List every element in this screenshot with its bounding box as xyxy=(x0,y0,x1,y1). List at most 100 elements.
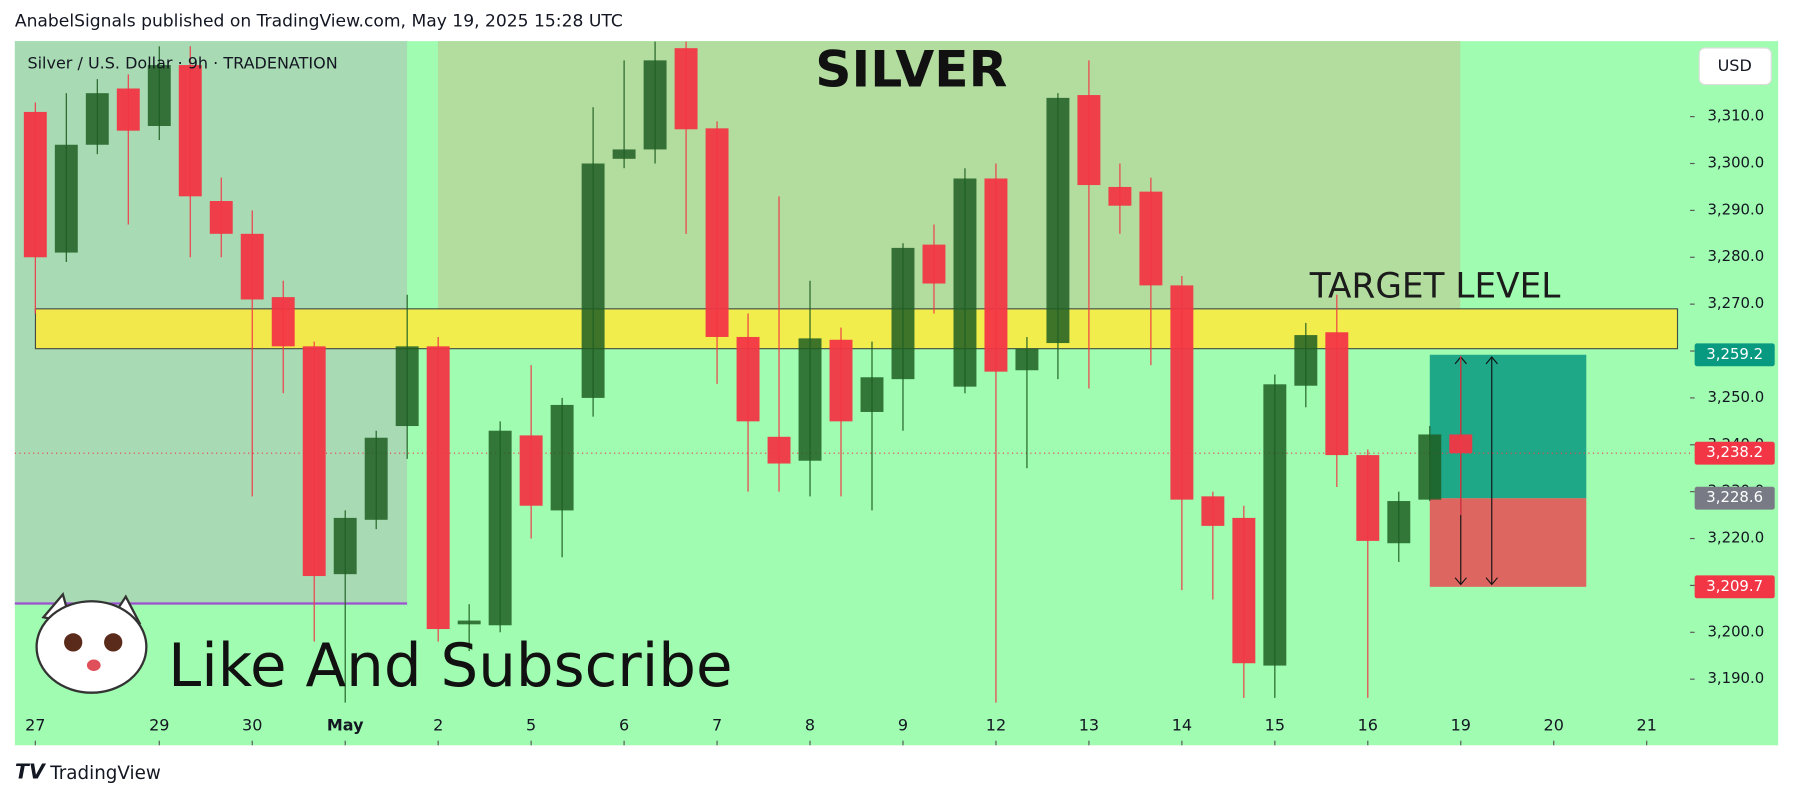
target-label: TARGET LEVEL xyxy=(1309,267,1561,307)
target-zone xyxy=(34,308,1679,350)
y-tick-label: 3,300.0 xyxy=(1707,154,1764,172)
candle-body xyxy=(1077,95,1101,186)
x-tick-label: 14 xyxy=(1172,715,1192,734)
candle-body xyxy=(829,339,853,422)
cat-eye xyxy=(64,633,83,652)
x-tick-label: 15 xyxy=(1265,715,1285,734)
x-tick-label: 13 xyxy=(1079,715,1099,734)
candle-body xyxy=(426,346,450,630)
candle-body xyxy=(302,346,326,577)
arrow-head xyxy=(1485,356,1498,365)
candle-body xyxy=(953,178,977,387)
candle-body xyxy=(1263,384,1287,666)
candle-body xyxy=(643,60,667,150)
y-tick-label: 3,250.0 xyxy=(1707,388,1764,406)
middle-shade xyxy=(437,41,1461,309)
candle-body xyxy=(767,436,791,464)
candle-body xyxy=(271,297,295,347)
arrow-head xyxy=(1485,577,1498,586)
candle-body xyxy=(1356,455,1380,541)
candle-body xyxy=(1139,191,1163,286)
y-tick-label: 3,280.0 xyxy=(1707,247,1764,265)
cat-mouth xyxy=(86,659,101,671)
candle-body xyxy=(1449,434,1473,454)
candle-body xyxy=(1170,285,1194,500)
marks: TARGET LEVEL xyxy=(14,41,1693,703)
candle-body xyxy=(1015,348,1039,371)
candle-body xyxy=(1387,501,1411,544)
candle-body xyxy=(736,336,760,422)
candle-body xyxy=(1325,332,1349,456)
arrow-head xyxy=(1454,577,1467,586)
x-tick-label: 27 xyxy=(25,715,45,734)
x-tick-label: May xyxy=(327,715,364,734)
candle-body xyxy=(705,128,729,337)
price-label-box xyxy=(1694,575,1775,599)
candle-body xyxy=(395,346,419,427)
candle-body xyxy=(240,233,264,300)
symbol-legend: Silver / U.S. Dollar · 9h · TRADENATION xyxy=(27,54,337,73)
candle-body xyxy=(1232,517,1256,664)
candle-body xyxy=(178,65,202,197)
candle-body xyxy=(54,144,78,253)
candle-body xyxy=(1418,434,1442,500)
candle-body xyxy=(364,437,388,520)
currency-button[interactable] xyxy=(1698,47,1772,86)
price-label-box xyxy=(1694,486,1775,510)
x-tick-label: 16 xyxy=(1358,715,1378,734)
x-tick-label: 21 xyxy=(1637,715,1657,734)
chart-title: SILVER xyxy=(815,40,1007,99)
y-tick-label: 3,290.0 xyxy=(1707,200,1764,218)
footer: TradingView xyxy=(49,763,161,784)
candle-body xyxy=(209,201,233,234)
x-tick-label: 2 xyxy=(433,715,443,734)
candle-body xyxy=(550,404,574,511)
x-tick-label: 19 xyxy=(1451,715,1471,734)
price-label-box xyxy=(1694,343,1775,367)
x-tick-label: 30 xyxy=(242,715,262,734)
candle-body xyxy=(860,377,884,412)
candle-body xyxy=(581,163,605,398)
x-tick-label: 12 xyxy=(986,715,1006,734)
cat-face xyxy=(35,600,148,694)
candle-body xyxy=(457,620,481,625)
x-tick-label: 20 xyxy=(1544,715,1564,734)
position-loss xyxy=(1429,498,1587,587)
x-tick-label: 8 xyxy=(805,715,815,734)
x-tick-label: 9 xyxy=(898,715,908,734)
candle-body xyxy=(1046,97,1070,344)
currency-label: USD xyxy=(1718,56,1752,75)
position-profit xyxy=(1429,354,1587,499)
candle-body xyxy=(23,111,47,258)
cat-icon xyxy=(35,592,148,694)
y-tick-label: 3,220.0 xyxy=(1707,529,1764,547)
x-tick-label: 7 xyxy=(712,715,722,734)
footer-logo: 𝙏𝙑 xyxy=(15,760,47,784)
x-tick-label: 6 xyxy=(619,715,629,734)
candle-body xyxy=(85,93,109,145)
x-tick-label: 5 xyxy=(526,715,536,734)
candle-body xyxy=(798,338,822,461)
overlay-text: Like And Subscribe xyxy=(168,632,732,701)
cat-eye xyxy=(104,633,123,652)
price-label: 3,238.2 xyxy=(1706,443,1763,461)
y-tick-label: 3,200.0 xyxy=(1707,622,1764,640)
candle-body xyxy=(116,88,140,131)
y-tick-label: 3,190.0 xyxy=(1707,669,1764,687)
candle-body xyxy=(147,65,171,127)
candle-body xyxy=(891,247,915,380)
candle-body xyxy=(1201,496,1225,526)
candle-body xyxy=(922,244,946,284)
price-label: 3,228.6 xyxy=(1706,488,1763,506)
price-label: 3,259.2 xyxy=(1706,345,1763,363)
x-tick-label: 29 xyxy=(149,715,169,734)
y-tick-label: 3,310.0 xyxy=(1707,107,1764,125)
candle-body xyxy=(519,435,543,506)
header: AnabelSignals published on TradingView.c… xyxy=(15,12,623,32)
candle-body xyxy=(612,149,636,159)
candle-body xyxy=(488,430,512,626)
candle-body xyxy=(1108,186,1132,206)
candle-body xyxy=(984,178,1008,372)
price-label-box xyxy=(1694,441,1775,465)
